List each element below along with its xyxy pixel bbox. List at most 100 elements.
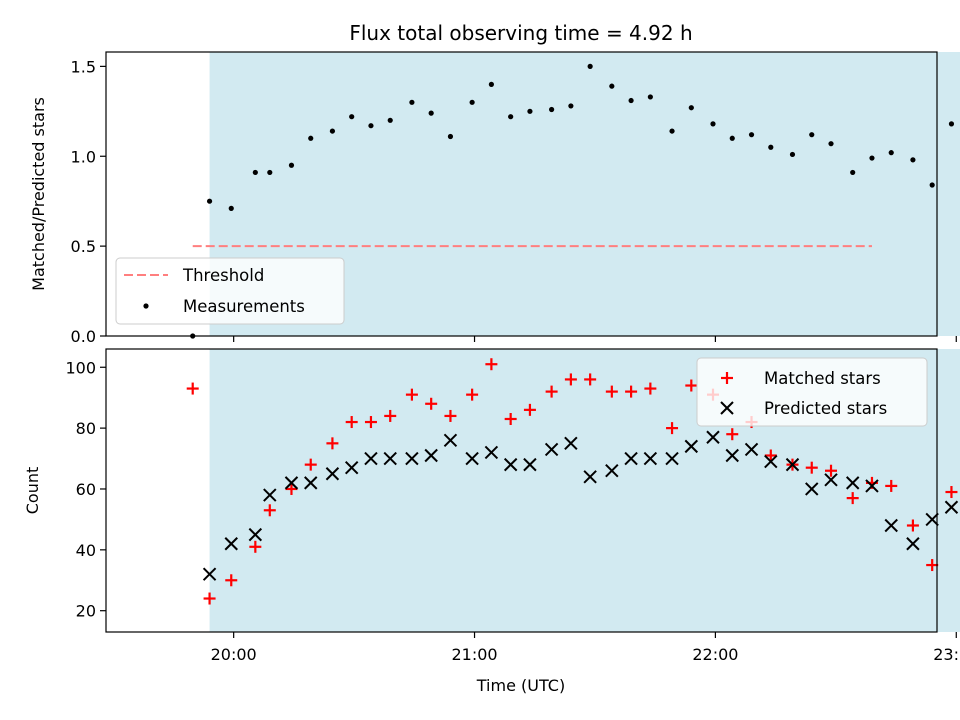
measurement-point xyxy=(628,97,634,104)
measurements-series xyxy=(190,63,955,339)
predicted-star-marker xyxy=(424,448,438,463)
measurement-point xyxy=(850,169,856,176)
legend-matched-swatch xyxy=(721,372,733,384)
measurement-point xyxy=(488,81,494,87)
predicted-star-marker xyxy=(643,451,658,466)
x-tick-label: 21:00 xyxy=(451,645,497,664)
top-legend: Threshold Measurements xyxy=(115,257,345,325)
predicted-star-marker xyxy=(523,457,537,472)
measurement-point xyxy=(929,182,935,188)
top-axes-frame xyxy=(105,51,938,337)
predicted-star-marker xyxy=(725,448,739,463)
predicted-star-marker xyxy=(304,476,318,490)
predicted-star-marker xyxy=(325,467,340,481)
measurement-point xyxy=(609,83,615,89)
measurement-point xyxy=(948,121,955,127)
matched-star-marker xyxy=(326,437,339,450)
measurement-point xyxy=(288,162,295,168)
measurement-point xyxy=(267,169,273,176)
matched-star-marker xyxy=(584,373,597,386)
matched-star-marker xyxy=(485,358,498,371)
measurement-point xyxy=(228,205,234,211)
matched-star-marker xyxy=(805,461,818,474)
matched-star-marker xyxy=(846,492,859,505)
predicted-star-marker xyxy=(845,476,860,490)
predicted-star-marker xyxy=(443,433,458,447)
predicted-star-marker xyxy=(284,476,299,490)
predicted-stars-series xyxy=(202,430,959,581)
matched-star-marker xyxy=(444,409,457,422)
top-y-axis: 0.0 0.5 1.0 1.5 xyxy=(71,57,106,346)
predicted-star-marker xyxy=(564,436,578,451)
predicted-star-marker xyxy=(202,567,217,581)
predicted-star-marker xyxy=(605,464,619,478)
legend-measurements-label: Measurements xyxy=(183,297,305,316)
bottom-legend-box xyxy=(696,357,928,427)
matched-star-marker xyxy=(885,479,898,492)
measurement-point xyxy=(349,114,355,120)
matched-star-marker xyxy=(906,519,919,532)
predicted-star-marker xyxy=(865,479,879,493)
measurement-point xyxy=(368,123,374,129)
predicted-star-marker xyxy=(224,537,238,551)
matched-star-marker xyxy=(345,416,358,429)
predicted-star-marker xyxy=(764,454,778,469)
matched-star-marker xyxy=(405,388,418,401)
predicted-star-marker xyxy=(364,451,378,466)
matched-star-marker xyxy=(364,416,377,429)
measurement-point xyxy=(308,135,314,141)
x-tick-label: 23:00 xyxy=(933,645,960,664)
chart-title: Flux total observing time = 4.92 h xyxy=(349,21,692,45)
legend-threshold-label: Threshold xyxy=(182,266,264,285)
y-tick-label: 0.0 xyxy=(71,327,96,346)
legend-measurements-swatch xyxy=(143,303,149,309)
x-tick-label: 22:00 xyxy=(692,645,738,664)
measurement-point xyxy=(768,144,774,150)
measurement-point xyxy=(206,198,213,204)
predicted-star-marker xyxy=(665,451,679,466)
predicted-star-marker xyxy=(383,451,397,466)
matched-star-marker xyxy=(945,486,958,499)
measurement-point xyxy=(568,103,574,109)
measurement-point xyxy=(428,110,434,116)
y-tick-label: 20 xyxy=(76,602,96,621)
bottom-y-axis-label: Count xyxy=(23,467,42,515)
matched-star-marker xyxy=(644,382,657,395)
top-panel: 0.0 0.5 1.0 1.5 Matched/Predicted stars Thr… xyxy=(29,51,960,346)
predicted-star-marker xyxy=(684,439,699,454)
matched-star-marker xyxy=(545,385,558,398)
measurement-point xyxy=(789,151,796,158)
predicted-star-marker xyxy=(484,445,499,460)
predicted-star-marker xyxy=(263,488,277,502)
matched-star-marker xyxy=(384,409,397,422)
matched-star-marker xyxy=(249,540,262,553)
measurement-point xyxy=(549,106,555,113)
measurement-point xyxy=(469,99,475,105)
measurement-point xyxy=(729,135,735,141)
y-tick-label: 0.5 xyxy=(71,237,96,256)
measurement-point xyxy=(647,94,653,100)
measurement-point xyxy=(409,99,415,105)
bottom-legend: Matched stars Predicted stars xyxy=(696,357,928,427)
matched-star-marker xyxy=(425,397,438,410)
y-tick-label: 100 xyxy=(65,358,96,377)
measurement-point xyxy=(527,108,533,114)
predicted-star-marker xyxy=(925,512,939,527)
measurement-point xyxy=(809,132,815,138)
measurement-point xyxy=(387,117,393,123)
predicted-star-marker xyxy=(405,451,419,466)
measurement-point xyxy=(869,155,875,161)
bottom-y-axis: 20 40 60 80 100 xyxy=(65,358,106,621)
predicted-star-marker xyxy=(906,537,920,551)
y-tick-label: 80 xyxy=(76,419,96,438)
y-tick-label: 60 xyxy=(76,480,96,499)
matched-star-marker xyxy=(926,559,939,572)
matched-star-marker xyxy=(523,403,536,416)
matched-star-marker xyxy=(625,385,638,398)
legend-predicted-label: Predicted stars xyxy=(764,399,887,418)
legend-matched-label: Matched stars xyxy=(764,369,881,388)
matched-star-marker xyxy=(225,574,238,587)
predicted-star-marker xyxy=(824,473,838,487)
